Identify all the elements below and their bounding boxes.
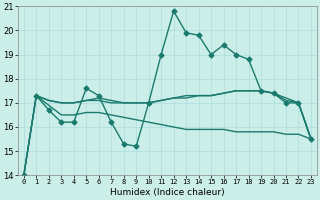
X-axis label: Humidex (Indice chaleur): Humidex (Indice chaleur) [110,188,225,197]
